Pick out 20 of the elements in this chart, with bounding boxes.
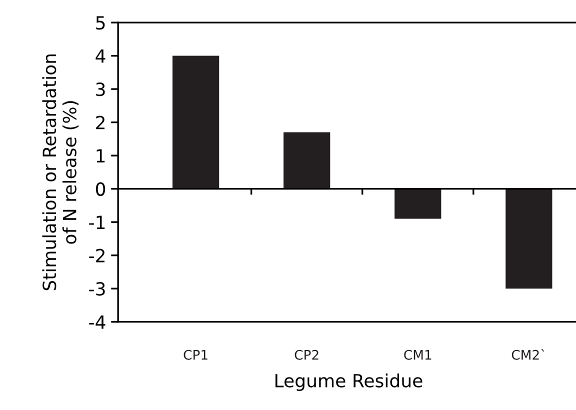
x-tick-label: CP2 xyxy=(294,350,318,360)
y-tick-label: 4 xyxy=(96,50,106,63)
y-tick-label: -1 xyxy=(89,216,105,229)
y-tick-label: 2 xyxy=(96,116,104,130)
y-tick-label: 1 xyxy=(96,149,105,162)
x-axis-title: Legume Residue xyxy=(276,374,422,391)
x-tick-label: CP1 xyxy=(184,350,208,360)
bar xyxy=(172,56,220,189)
y-axis-title: Stimulation or Retardation of N release (%) xyxy=(42,54,79,290)
bar xyxy=(506,188,552,289)
y-tick-label: 3 xyxy=(96,82,105,96)
y-tick-label: 0 xyxy=(96,182,106,196)
y-tick-label: 5 xyxy=(96,16,105,30)
y-tick-label: -4 xyxy=(89,316,106,329)
bar xyxy=(284,132,330,189)
x-tick-label: CM1 xyxy=(404,350,432,360)
y-tick-label: -3 xyxy=(89,282,105,296)
x-tick-label: CM2` xyxy=(512,349,544,360)
bar xyxy=(394,188,442,219)
y-tick-label: -2 xyxy=(89,248,104,262)
